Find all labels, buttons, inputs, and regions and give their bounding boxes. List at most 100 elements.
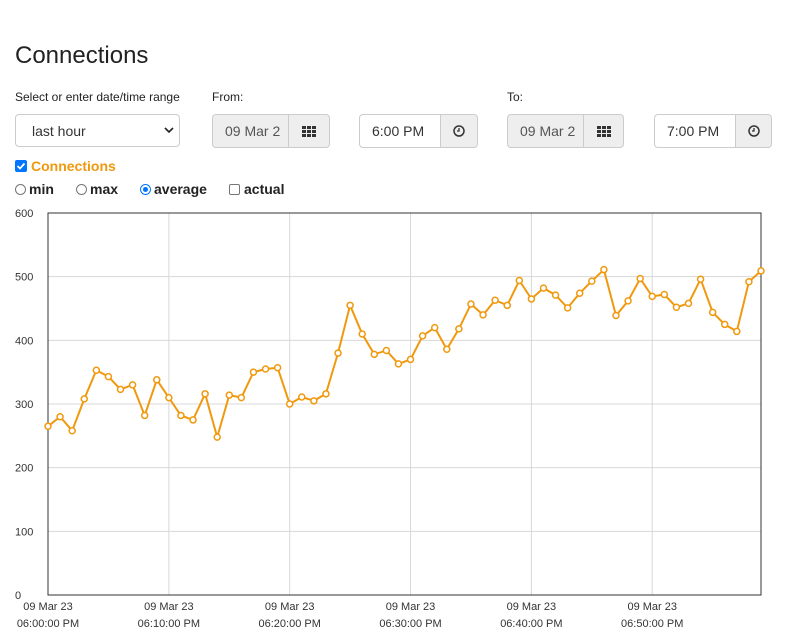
data-point bbox=[153, 376, 161, 384]
to-clock-button[interactable] bbox=[735, 114, 772, 148]
range-select[interactable]: last hour bbox=[15, 114, 180, 147]
data-point bbox=[201, 390, 209, 398]
from-date-group: 09 Mar 2 bbox=[212, 114, 330, 148]
data-point bbox=[733, 327, 741, 336]
data-point bbox=[394, 360, 403, 368]
y-tick-label: 300 bbox=[15, 399, 33, 411]
data-point bbox=[116, 385, 125, 394]
data-point bbox=[56, 412, 64, 421]
data-point bbox=[515, 276, 524, 285]
data-point bbox=[92, 366, 101, 375]
data-point bbox=[104, 372, 113, 381]
x-tick-time-label: 06:40:00 PM bbox=[500, 618, 562, 630]
x-tick-time-label: 06:30:00 PM bbox=[379, 618, 441, 630]
data-point bbox=[68, 426, 76, 435]
data-point bbox=[418, 332, 427, 340]
data-point bbox=[261, 365, 270, 373]
mode-max-radio[interactable] bbox=[76, 183, 87, 195]
data-point bbox=[358, 330, 366, 338]
calendar-grid-icon bbox=[596, 125, 611, 137]
from-date-input[interactable]: 09 Mar 2 bbox=[212, 114, 288, 148]
page-title: Connections bbox=[15, 42, 149, 69]
x-tick-date-label: 09 Mar 23 bbox=[144, 601, 194, 613]
data-point bbox=[612, 311, 620, 320]
from-calendar-button[interactable] bbox=[288, 114, 330, 148]
data-point bbox=[600, 265, 608, 274]
connections-toggle[interactable]: Connections bbox=[15, 158, 116, 174]
to-label: To: bbox=[507, 90, 524, 104]
y-tick-label: 100 bbox=[15, 526, 33, 538]
data-point bbox=[310, 397, 318, 405]
x-tick-time-label: 06:20:00 PM bbox=[259, 618, 321, 630]
data-point bbox=[636, 274, 644, 283]
data-point bbox=[165, 393, 173, 402]
data-point bbox=[249, 368, 258, 376]
data-point bbox=[298, 393, 306, 401]
x-tick-time-label: 06:50:00 PM bbox=[621, 618, 683, 630]
checkmark-icon bbox=[16, 162, 26, 170]
to-calendar-button[interactable] bbox=[583, 114, 624, 148]
mode-min-option[interactable]: min bbox=[15, 181, 54, 197]
mode-max-label: max bbox=[90, 181, 119, 197]
data-point bbox=[684, 299, 693, 308]
y-tick-label: 600 bbox=[15, 208, 33, 220]
y-tick-label: 200 bbox=[15, 463, 33, 475]
data-point bbox=[539, 284, 548, 292]
mode-average-label: average bbox=[154, 181, 207, 197]
data-point bbox=[285, 400, 294, 408]
x-tick-date-label: 09 Mar 23 bbox=[23, 601, 73, 613]
data-point bbox=[588, 277, 596, 285]
y-tick-label: 0 bbox=[15, 590, 21, 602]
data-point bbox=[745, 278, 753, 286]
data-point bbox=[213, 433, 221, 441]
mode-max-option[interactable]: max bbox=[76, 181, 118, 197]
data-point bbox=[672, 303, 681, 311]
data-point bbox=[624, 297, 632, 305]
connections-label: Connections bbox=[31, 158, 116, 174]
mode-average-radio[interactable] bbox=[140, 183, 151, 195]
data-point bbox=[455, 325, 463, 333]
x-tick-date-label: 09 Mar 23 bbox=[265, 601, 315, 613]
data-point bbox=[322, 390, 330, 398]
y-tick-label: 500 bbox=[15, 272, 33, 284]
from-clock-button[interactable] bbox=[440, 114, 478, 148]
data-point bbox=[563, 304, 572, 312]
series-line bbox=[47, 267, 762, 441]
mode-actual-label: actual bbox=[244, 181, 285, 197]
data-point bbox=[696, 275, 705, 283]
data-point bbox=[527, 295, 536, 303]
data-point bbox=[273, 363, 282, 372]
data-point bbox=[430, 323, 439, 332]
data-point bbox=[479, 311, 487, 319]
to-date-input[interactable]: 09 Mar 2 bbox=[507, 114, 583, 148]
chevron-down-icon bbox=[164, 127, 174, 134]
data-point bbox=[370, 350, 379, 359]
data-point bbox=[44, 422, 52, 431]
mode-average-option[interactable]: average bbox=[140, 181, 207, 197]
x-tick-date-label: 09 Mar 23 bbox=[507, 601, 557, 613]
to-time-input[interactable]: 7:00 PM bbox=[654, 114, 735, 148]
range-select-value: last hour bbox=[32, 123, 86, 139]
data-point bbox=[128, 381, 137, 389]
mode-min-label: min bbox=[29, 181, 54, 197]
data-point bbox=[140, 411, 149, 420]
data-point bbox=[660, 290, 669, 299]
data-point bbox=[648, 292, 656, 301]
x-tick-date-label: 09 Mar 23 bbox=[627, 601, 677, 613]
plot-border bbox=[47, 212, 762, 596]
mode-actual-option[interactable]: actual bbox=[229, 181, 284, 197]
x-tick-time-label: 06:10:00 PM bbox=[138, 618, 200, 630]
data-point bbox=[503, 301, 511, 310]
mode-min-radio[interactable] bbox=[15, 183, 26, 195]
data-point bbox=[720, 320, 729, 329]
to-date-group: 09 Mar 2 bbox=[507, 114, 624, 148]
data-point bbox=[346, 301, 354, 310]
mode-actual-checkbox[interactable] bbox=[229, 183, 240, 195]
x-tick-date-label: 09 Mar 23 bbox=[386, 601, 436, 613]
data-point bbox=[406, 355, 415, 364]
from-time-input[interactable]: 6:00 PM bbox=[359, 114, 440, 148]
range-label: Select or enter date/time range bbox=[15, 90, 180, 104]
connections-checkbox[interactable] bbox=[15, 160, 27, 172]
data-point bbox=[80, 395, 89, 403]
data-point bbox=[491, 296, 499, 304]
